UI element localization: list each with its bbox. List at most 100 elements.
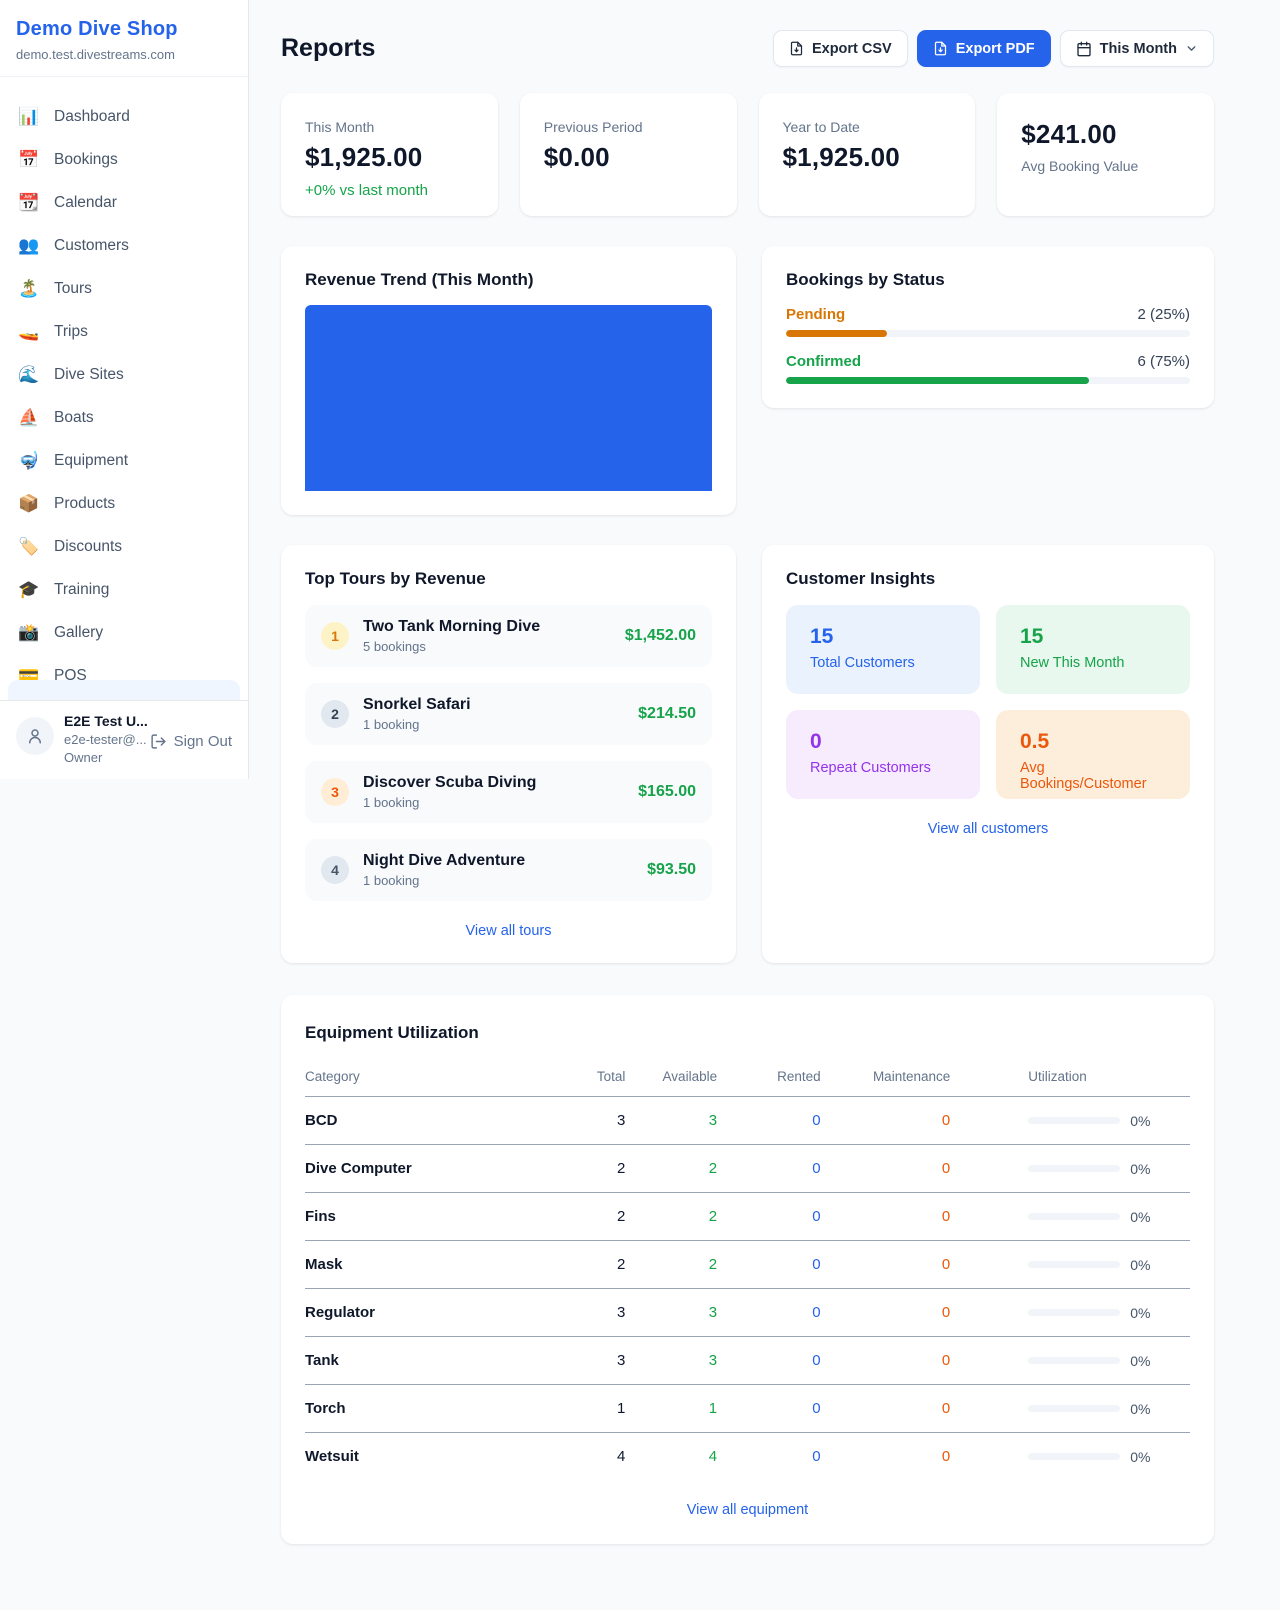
sidebar-nav-item[interactable]: 💳 POS — [8, 654, 240, 697]
export-pdf-button[interactable]: Export PDF — [916, 30, 1051, 67]
status-count: 6 (75%) — [1137, 353, 1190, 370]
sidebar-nav-item-label: Bookings — [54, 150, 118, 168]
file-download-icon — [934, 41, 946, 56]
stat-card-previous-period: Previous Period $0.00 — [519, 93, 737, 216]
insight-label: Total Customers — [810, 655, 915, 671]
utilization-bar-track — [1028, 1405, 1121, 1412]
equipment-table-row: Torch 1 1 0 0 0% — [305, 1384, 1190, 1433]
equipment-table-row: BCD 3 3 0 0 0% — [305, 1096, 1190, 1145]
equipment-rented: 0 — [717, 1240, 821, 1289]
equipment-utilization-title: Equipment Utilization — [305, 1023, 479, 1042]
utilization-percent: 0% — [1130, 1448, 1151, 1465]
tours-icon: 🏝️ — [18, 278, 40, 298]
equipment-rented: 0 — [717, 1384, 821, 1433]
user-meta: E2E Test U... e2e-tester@... Owner — [64, 713, 148, 765]
equipment-table-row: Regulator 3 3 0 0 0% — [305, 1288, 1190, 1337]
utilization-bar-track — [1028, 1117, 1121, 1124]
tour-rank-badge: 4 — [321, 856, 349, 884]
sidebar-nav-item[interactable]: 👥 Customers — [8, 224, 240, 267]
sidebar-nav-item[interactable]: 🤿 Equipment — [8, 439, 240, 482]
equipment-table-header: Category Total Available Rented Maintena… — [305, 1061, 1190, 1097]
view-all-tours-link[interactable]: View all tours — [465, 923, 552, 939]
tour-name: Two Tank Morning Dive — [363, 618, 541, 635]
equipment-rented: 0 — [717, 1096, 821, 1145]
bookings-by-status-card: Bookings by Status Pending 2 (25%) — [762, 246, 1214, 408]
utilization-percent: 0% — [1130, 1256, 1151, 1273]
equipment-category: Fins — [305, 1192, 534, 1241]
sidebar-nav-item[interactable]: 📸 Gallery — [8, 611, 240, 654]
export-csv-label: Export CSV — [811, 40, 892, 57]
column-header-utilization: Utilization — [950, 1061, 1190, 1097]
equipment-rented: 0 — [717, 1192, 821, 1241]
equipment-maintenance: 0 — [941, 1448, 951, 1465]
sidebar-nav-item[interactable]: 📦 Products — [8, 482, 240, 525]
sidebar-nav-item[interactable]: 🚤 Trips — [8, 310, 240, 353]
period-dropdown[interactable]: This Month — [1059, 30, 1214, 67]
utilization-percent: 0% — [1130, 1352, 1151, 1369]
equipment-table: Category Total Available Rented Maintena… — [305, 1061, 1190, 1480]
equipment-available: 2 — [625, 1192, 718, 1241]
insights-row: Top Tours by Revenue 1 Two Tank Morning … — [281, 545, 1214, 963]
stat-card-this-month: This Month $1,925.00 +0% vs last month — [281, 93, 498, 216]
sidebar-nav-item[interactable]: ⛵ Boats — [8, 396, 240, 439]
view-all-equipment-link[interactable]: View all equipment — [686, 1502, 809, 1518]
sidebar-nav-item[interactable]: 📊 Dashboard — [8, 95, 240, 138]
file-download-icon — [790, 41, 803, 56]
sign-out-label: Sign Out — [173, 733, 232, 750]
utilization-cell: 0% — [1028, 1353, 1190, 1369]
calendar-icon — [1077, 41, 1091, 56]
sidebar-nav-item[interactable]: 🌊 Dive Sites — [8, 353, 240, 396]
sidebar-nav-item[interactable]: 🏝️ Tours — [8, 267, 240, 310]
tour-list-item: 1 Two Tank Morning Dive 5 bookings $1,45… — [305, 605, 712, 667]
status-label: Pending — [786, 306, 846, 323]
utilization-cell: 0% — [1028, 1449, 1190, 1465]
user-role: Owner — [64, 750, 103, 765]
sidebar-nav-item[interactable]: 📆 Calendar — [8, 181, 240, 224]
utilization-percent: 0% — [1130, 1208, 1151, 1225]
stat-card-year-to-date: Year to Date $1,925.00 — [758, 93, 976, 216]
utilization-bar-track — [1028, 1213, 1121, 1220]
equipment-maintenance: 0 — [820, 1240, 951, 1289]
equipment-available: 3 — [625, 1288, 718, 1337]
equipment-total: 4 — [617, 1448, 626, 1465]
view-all-customers-link[interactable]: View all customers — [927, 821, 1049, 837]
revenue-trend-title: Revenue Trend (This Month) — [305, 270, 534, 289]
column-header-category: Category — [305, 1061, 534, 1097]
tour-revenue: $93.50 — [647, 861, 696, 878]
export-csv-button[interactable]: Export CSV — [772, 30, 908, 67]
utilization-bar-track — [1028, 1453, 1121, 1460]
tour-bookings: 1 booking — [363, 717, 420, 732]
insight-box: 15 New This Month — [996, 605, 1190, 694]
utilization-cell: 0% — [1028, 1161, 1190, 1177]
status-label: Confirmed — [786, 353, 861, 370]
sidebar-nav-item-label: Customers — [54, 236, 129, 254]
sign-out-button[interactable]: Sign Out — [150, 733, 232, 750]
tour-revenue: $165.00 — [638, 783, 696, 800]
status-count: 2 (25%) — [1137, 306, 1190, 323]
sidebar-nav-item[interactable]: 🎓 Training — [8, 568, 240, 611]
insight-label: Repeat Customers — [810, 760, 931, 776]
equipment-maintenance: 0 — [820, 1288, 951, 1337]
equipment-total: 3 — [533, 1096, 626, 1145]
insight-value: 15 — [810, 625, 834, 648]
tour-name: Snorkel Safari — [363, 696, 471, 713]
header-actions: Export CSV Export PDF This Month — [772, 30, 1214, 67]
utilization-cell: 0% — [1028, 1305, 1190, 1321]
stat-value: $241.00 — [1021, 119, 1117, 149]
equipment-maintenance: 0 — [820, 1144, 951, 1193]
utilization-bar-track — [1028, 1309, 1121, 1316]
utilization-percent: 0% — [1130, 1112, 1151, 1129]
column-header-total: Total — [533, 1061, 626, 1097]
sidebar-item-reports-active-partial[interactable] — [8, 680, 240, 700]
sidebar-nav-item[interactable]: 🏷️ Discounts — [8, 525, 240, 568]
trips-icon: 🚤 — [18, 321, 40, 341]
status-row: Confirmed 6 (75%) — [786, 353, 1190, 384]
user-name: E2E Test U... — [64, 713, 148, 729]
brand-name: Demo Dive Shop — [16, 18, 178, 40]
sidebar-nav-item[interactable]: 📅 Bookings — [8, 138, 240, 181]
insight-box: 15 Total Customers — [786, 605, 980, 694]
sidebar-nav-item-label: POS — [54, 666, 87, 684]
equipment-total: 2 — [533, 1192, 626, 1241]
insight-value: 0 — [810, 730, 822, 753]
tour-name: Night Dive Adventure — [363, 852, 526, 869]
